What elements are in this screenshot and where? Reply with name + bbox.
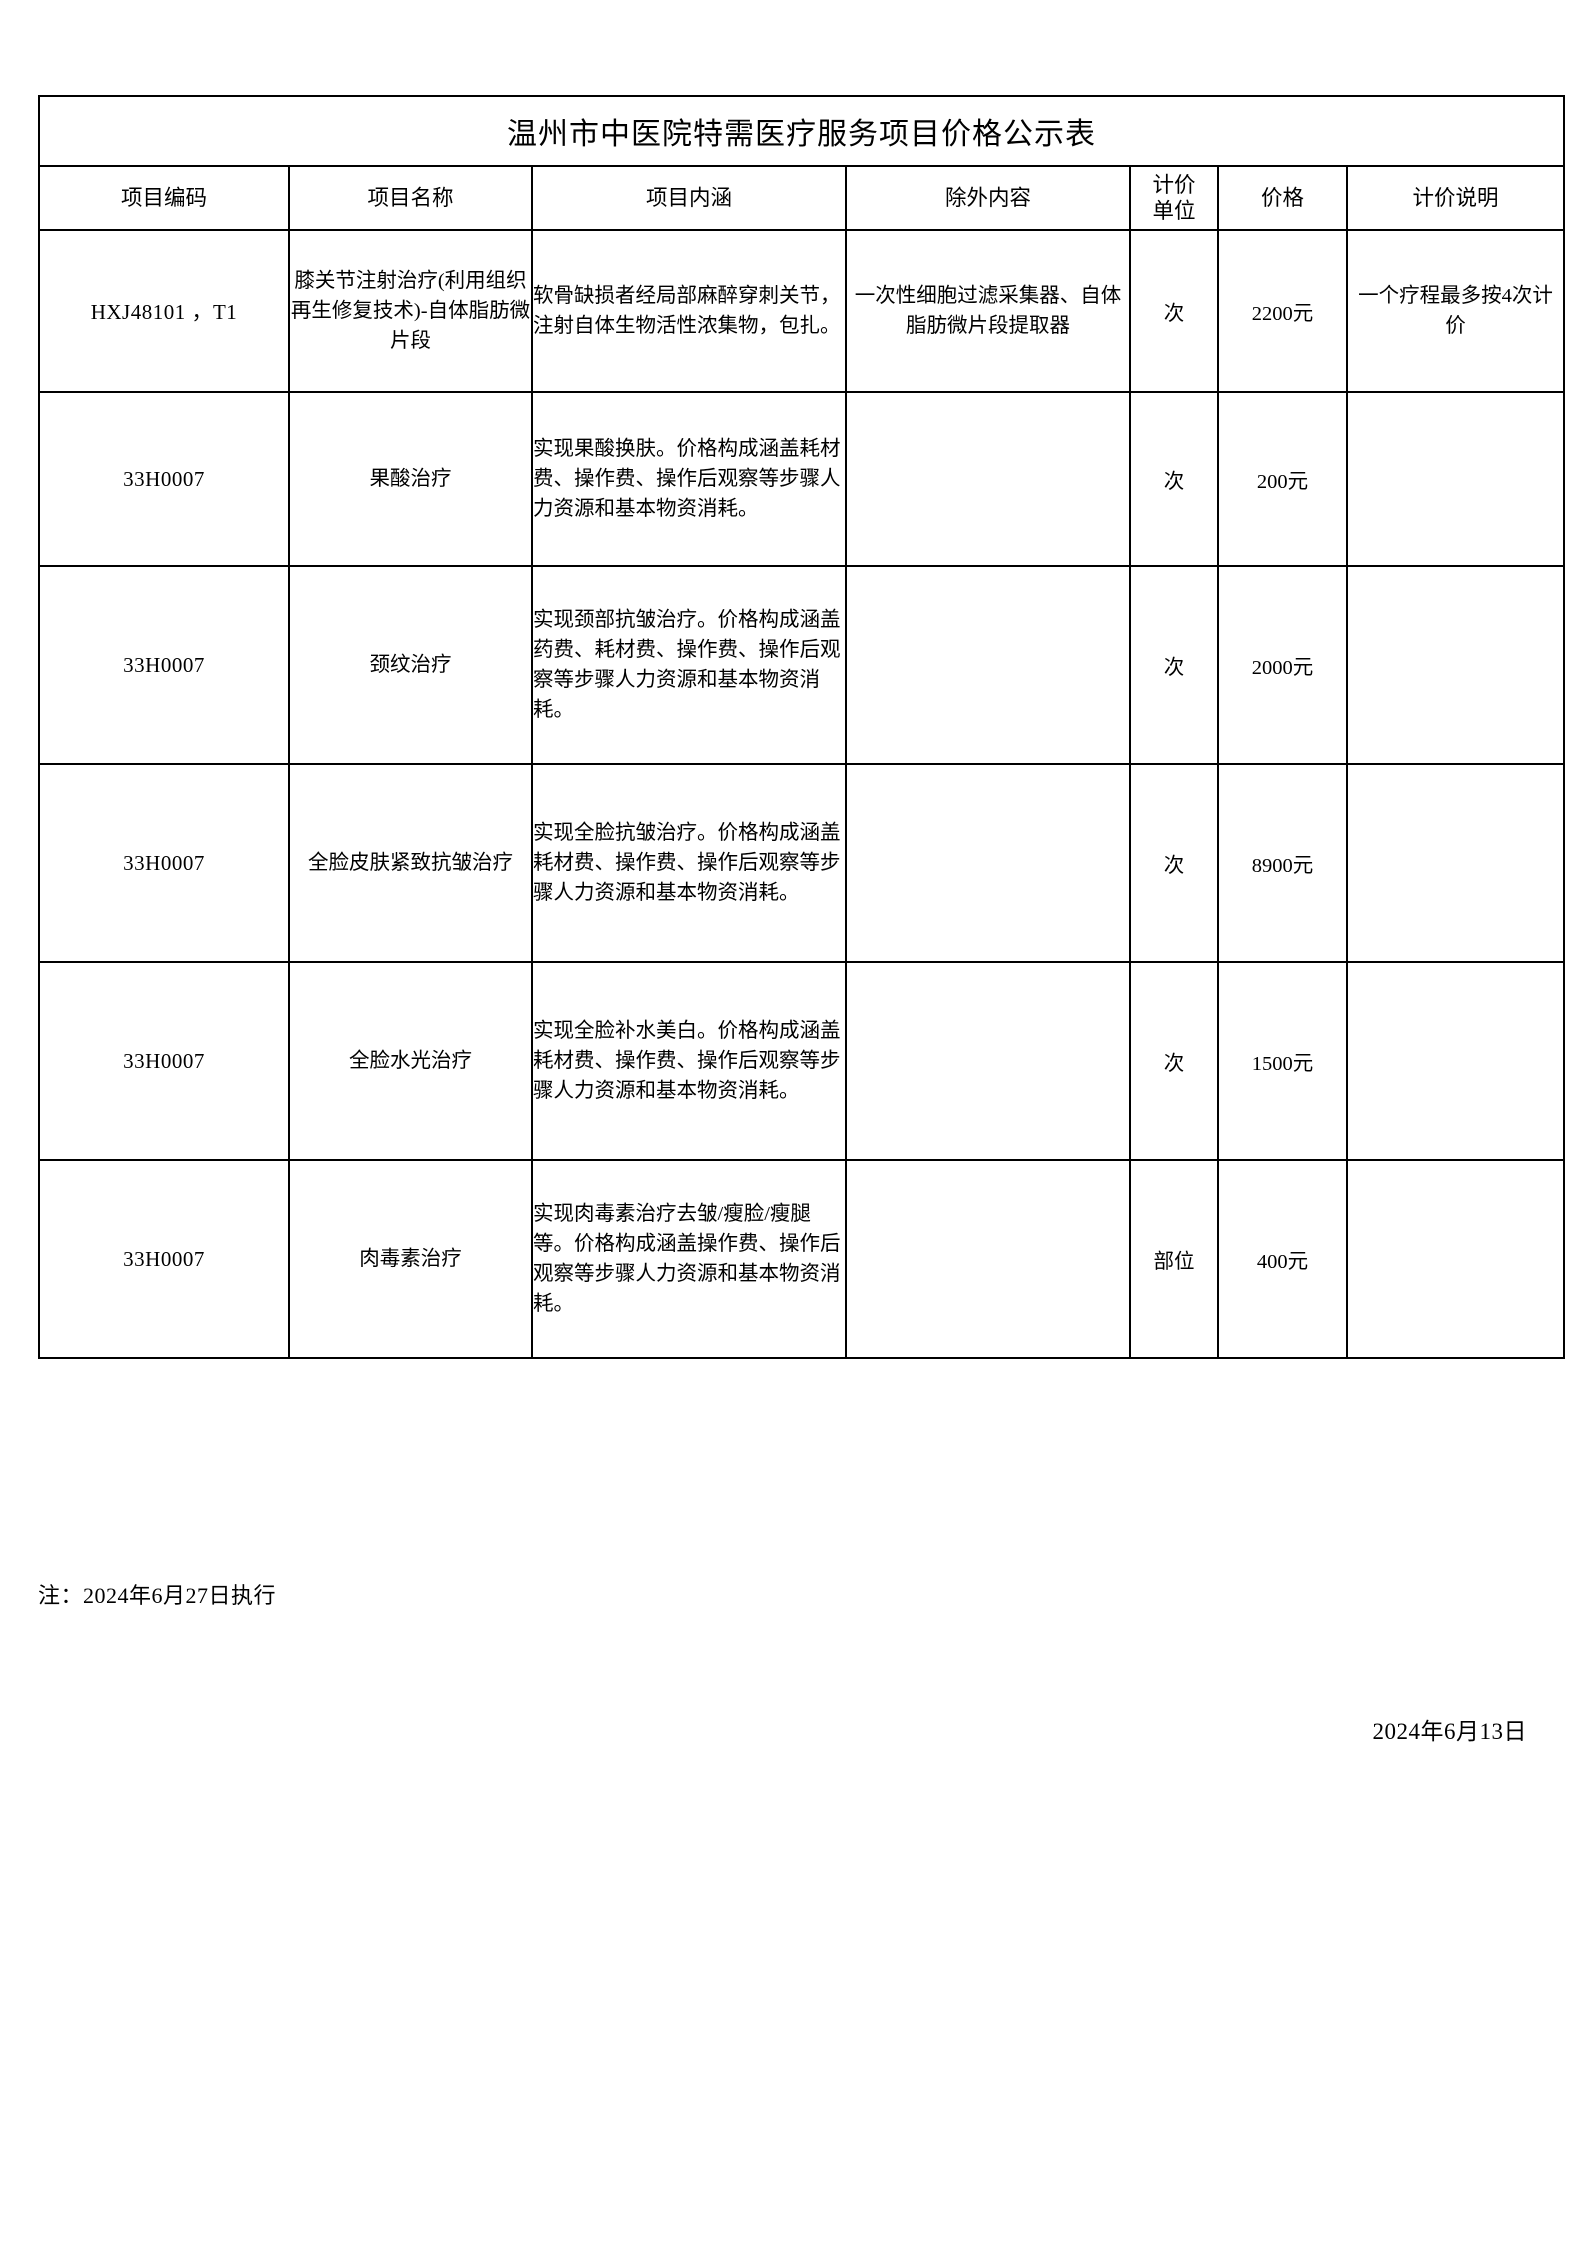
- table-header-row: 项目编码 项目名称 项目内涵 除外内容 计价 单位 价格 计价说明: [38, 165, 1566, 231]
- cell-unit: 次: [1129, 961, 1219, 1161]
- cell-exclusions: [845, 1159, 1131, 1359]
- cell-exclusions: [845, 391, 1131, 567]
- price-sheet: 温州市中医院特需医疗服务项目价格公示表 项目编码 项目名称 项目内涵 除外内容 …: [37, 95, 1566, 1359]
- table-row: 33H0007 肉毒素治疗 实现肉毒素治疗去皱/瘦脸/瘦腿等。价格构成涵盖操作费…: [38, 1159, 1566, 1359]
- column-header-pricing-note: 计价说明: [1345, 165, 1566, 231]
- cell-code: 33H0007: [38, 1159, 290, 1359]
- footer-date: 2024年6月13日: [1372, 1719, 1527, 1744]
- cell-code: HXJ48101 ，T1: [38, 229, 290, 393]
- cell-code: 33H0007: [38, 565, 290, 765]
- table-row: HXJ48101 ，T1 膝关节注射治疗(利用组织再生修复技术)-自体脂肪微片段…: [38, 229, 1566, 393]
- cell-name: 果酸治疗: [288, 391, 533, 567]
- table-row: 33H0007 全脸水光治疗 实现全脸补水美白。价格构成涵盖耗材费、操作费、操作…: [38, 961, 1566, 1161]
- table-row: 33H0007 颈纹治疗 实现颈部抗皱治疗。价格构成涵盖药费、耗材费、操作费、操…: [38, 565, 1566, 765]
- cell-connotation: 实现全脸抗皱治疗。价格构成涵盖耗材费、操作费、操作后观察等步骤人力资源和基本物资…: [531, 763, 847, 963]
- cell-exclusions: [845, 565, 1131, 765]
- cell-name: 全脸皮肤紧致抗皱治疗: [288, 763, 533, 963]
- cell-pricing-note: 一个疗程最多按4次计价: [1345, 229, 1566, 393]
- column-header-name: 项目名称: [288, 165, 533, 231]
- column-header-unit-line2: 单位: [1152, 199, 1196, 223]
- cell-exclusions: [845, 961, 1131, 1161]
- cell-price: 2000元: [1217, 565, 1348, 765]
- cell-code: 33H0007: [38, 763, 290, 963]
- cell-connotation: 软骨缺损者经局部麻醉穿刺关节，注射自体生物活性浓集物，包扎。: [531, 229, 847, 393]
- cell-connotation: 实现肉毒素治疗去皱/瘦脸/瘦腿等。价格构成涵盖操作费、操作后观察等步骤人力资源和…: [531, 1159, 847, 1359]
- cell-price: 400元: [1217, 1159, 1348, 1359]
- cell-price: 1500元: [1217, 961, 1348, 1161]
- cell-code: 33H0007: [38, 961, 290, 1161]
- table-row: 33H0007 全脸皮肤紧致抗皱治疗 实现全脸抗皱治疗。价格构成涵盖耗材费、操作…: [38, 763, 1566, 963]
- column-header-unit: 计价 单位: [1129, 165, 1219, 231]
- column-header-unit-line1: 计价: [1152, 172, 1196, 197]
- page-title: 温州市中医院特需医疗服务项目价格公示表: [37, 95, 1566, 167]
- cell-connotation: 实现全脸补水美白。价格构成涵盖耗材费、操作费、操作后观察等步骤人力资源和基本物资…: [531, 961, 847, 1161]
- cell-connotation: 实现果酸换肤。价格构成涵盖耗材费、操作费、操作后观察等步骤人力资源和基本物资消耗…: [531, 391, 847, 567]
- cell-pricing-note: [1345, 565, 1566, 765]
- column-header-exclusions: 除外内容: [845, 165, 1131, 231]
- cell-pricing-note: [1345, 961, 1566, 1161]
- cell-unit: 次: [1129, 229, 1219, 393]
- column-header-price: 价格: [1217, 165, 1348, 231]
- cell-pricing-note: [1345, 391, 1566, 567]
- cell-price: 200元: [1217, 391, 1348, 567]
- column-header-code: 项目编码: [38, 165, 290, 231]
- cell-name: 膝关节注射治疗(利用组织再生修复技术)-自体脂肪微片段: [288, 229, 533, 393]
- cell-exclusions: 一次性细胞过滤采集器、自体脂肪微片段提取器: [845, 229, 1131, 393]
- cell-name: 颈纹治疗: [288, 565, 533, 765]
- cell-unit: 次: [1129, 763, 1219, 963]
- cell-pricing-note: [1345, 1159, 1566, 1359]
- cell-price: 8900元: [1217, 763, 1348, 963]
- cell-exclusions: [845, 763, 1131, 963]
- table-row: 33H0007 果酸治疗 实现果酸换肤。价格构成涵盖耗材费、操作费、操作后观察等…: [38, 391, 1566, 567]
- cell-name: 肉毒素治疗: [288, 1159, 533, 1359]
- cell-code: 33H0007: [38, 391, 290, 567]
- cell-unit: 次: [1129, 391, 1219, 567]
- price-table: 温州市中医院特需医疗服务项目价格公示表 项目编码 项目名称 项目内涵 除外内容 …: [37, 95, 1566, 1359]
- table-title-row: 温州市中医院特需医疗服务项目价格公示表: [37, 95, 1566, 167]
- cell-unit: 部位: [1129, 1159, 1219, 1359]
- column-header-connotation: 项目内涵: [531, 165, 847, 231]
- cell-connotation: 实现颈部抗皱治疗。价格构成涵盖药费、耗材费、操作费、操作后观察等步骤人力资源和基…: [531, 565, 847, 765]
- cell-pricing-note: [1345, 763, 1566, 963]
- cell-unit: 次: [1129, 565, 1219, 765]
- cell-name: 全脸水光治疗: [288, 961, 533, 1161]
- cell-price: 2200元: [1217, 229, 1348, 393]
- footer-note: 注：2024年6月27日执行: [38, 1583, 277, 1608]
